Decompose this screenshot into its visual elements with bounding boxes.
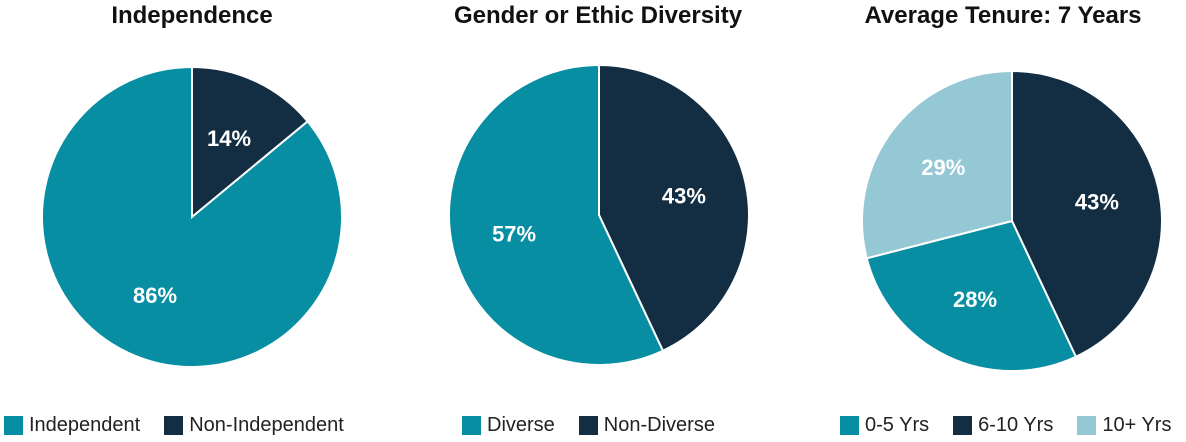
pie-slice-independent (41, 65, 343, 368)
gender-diversity-chart: Gender or Ethic Diversity 43% 57% Diverse… (400, 0, 796, 442)
legend-swatch (462, 416, 481, 435)
legend-label: Independent (29, 414, 141, 436)
slice-label: 43% (662, 184, 706, 209)
pie-chart: 43% 57% (448, 63, 750, 366)
legend-item: Independent (4, 414, 140, 437)
slice-label: 29% (921, 155, 965, 180)
pie-slice-diverse (448, 63, 665, 366)
legend: Diverse Non-Diverse (462, 414, 739, 437)
pie-slice-0-5-yrs (865, 219, 1078, 372)
legend-swatch (1077, 416, 1097, 435)
legend-item: 10+ Yrs (1077, 414, 1171, 437)
legend-swatch (4, 416, 23, 435)
pie-chart: 43% 28% 29% (861, 69, 1163, 372)
slice-label: 14% (207, 126, 251, 151)
legend-swatch (578, 416, 598, 435)
slice-label: 43% (1075, 190, 1119, 215)
legend-item: Diverse (462, 414, 555, 437)
tenure-chart: Average Tenure: 7 Years 43% 28% 29% 0-5 Yr… (820, 0, 1186, 442)
slice-label: 57% (492, 222, 536, 247)
pie-chart: 14% 86% (41, 65, 343, 368)
legend-item: Non-Independent (164, 414, 344, 437)
pie-slice-6-10-yrs (1011, 69, 1163, 359)
legend-item: 0-5 Yrs (840, 414, 929, 437)
legend-swatch (953, 416, 973, 435)
legend-label: 6-10 Yrs (978, 414, 1054, 436)
chart-title: Independence (111, 2, 273, 29)
legend-item: Non-Diverse (578, 414, 715, 437)
slice-label: 28% (953, 287, 997, 312)
chart-title: Average Tenure: 7 Years (864, 2, 1142, 29)
pie-slice-non-independent (191, 65, 309, 220)
legend: Independent Non-Independent (4, 414, 368, 437)
legend: 0-5 Yrs 6-10 Yrs 10+ Yrs (840, 414, 1186, 437)
slice-label: 86% (133, 283, 177, 308)
pie-slice-non-diverse (598, 63, 750, 353)
legend-swatch (164, 416, 184, 435)
legend-label: 0-5 Yrs (865, 414, 930, 436)
chart-title: Gender or Ethic Diversity (453, 2, 743, 29)
legend-label: Diverse (487, 414, 555, 436)
pie-slice-10-yrs (861, 69, 1013, 260)
legend-label: Non-Diverse (603, 414, 715, 436)
legend-label: 10+ Yrs (1102, 414, 1172, 436)
legend-label: Non-Independent (189, 414, 344, 436)
legend-swatch (840, 416, 859, 435)
independence-chart: Independence 14% 86% Independent Non-Indep… (0, 0, 384, 442)
legend-item: 6-10 Yrs (953, 414, 1053, 437)
